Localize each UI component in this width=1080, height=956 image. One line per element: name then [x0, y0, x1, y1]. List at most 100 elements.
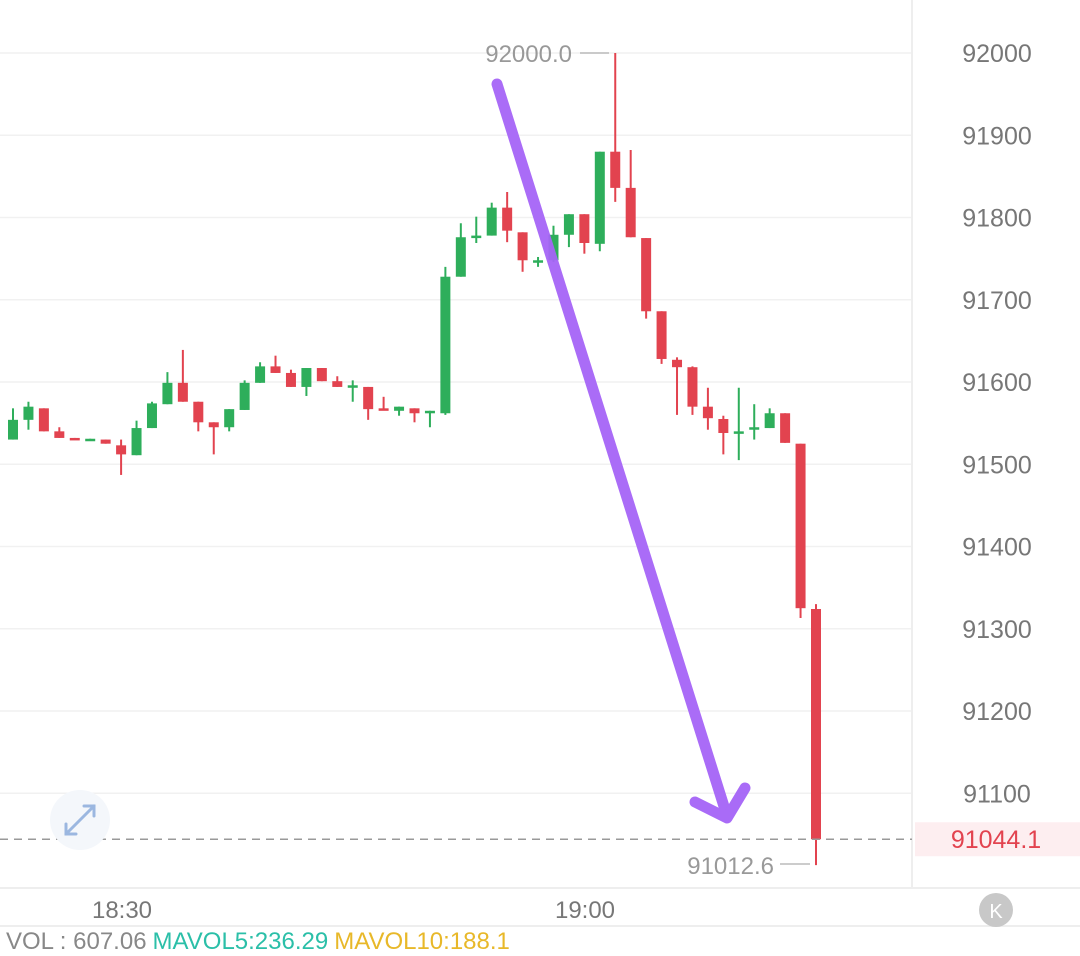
candle-body — [610, 151, 621, 188]
candle-body — [656, 311, 667, 359]
candle — [347, 380, 358, 402]
last-price-value: 91044.1 — [951, 826, 1041, 854]
candle — [131, 420, 142, 456]
volume-readout: VOL : 607.06 MAVOL5:236.29 MAVOL10:188.1 — [6, 928, 516, 956]
candle — [502, 192, 513, 243]
candle — [100, 439, 111, 444]
candle — [363, 386, 374, 420]
candle — [749, 404, 760, 440]
candle — [625, 150, 636, 238]
candle-body — [409, 408, 420, 414]
candle — [440, 266, 451, 415]
candle — [594, 151, 605, 252]
candle — [486, 202, 497, 236]
candle — [69, 437, 80, 441]
candle — [394, 406, 405, 416]
candle-body — [687, 367, 698, 407]
candle-body — [440, 276, 451, 414]
candle — [378, 396, 389, 411]
candle — [224, 409, 235, 432]
candle-body — [718, 419, 729, 433]
candle — [116, 439, 127, 475]
candle-body — [285, 372, 296, 387]
candle-body — [394, 406, 405, 411]
candle-body — [594, 151, 605, 244]
y-tick: 91800 — [962, 205, 1032, 233]
candle-body — [116, 445, 127, 455]
candle-body — [625, 187, 636, 238]
candle — [409, 408, 420, 423]
candle-body — [224, 409, 235, 428]
candle-body — [270, 366, 281, 373]
x-tick: 18:30 — [92, 897, 152, 924]
candle-body — [672, 359, 683, 368]
candle-body — [332, 381, 343, 387]
candle-body — [579, 214, 590, 243]
last-price-badge — [915, 822, 1080, 857]
candle-body — [795, 443, 806, 609]
expand-button[interactable] — [50, 790, 110, 850]
candle — [718, 415, 729, 455]
trend-arrow-annotation — [491, 78, 751, 824]
candle — [270, 355, 281, 373]
min-price-label: 91012.6 — [687, 853, 774, 880]
candle-body — [641, 238, 652, 312]
candle — [656, 311, 667, 364]
candle-body — [702, 406, 713, 419]
candle-body — [502, 207, 513, 231]
candle — [54, 427, 65, 438]
candle-body — [177, 382, 188, 402]
candle-body — [69, 437, 80, 441]
candle-body — [54, 431, 65, 438]
candle-body — [811, 609, 821, 840]
candle — [687, 366, 698, 415]
k-button[interactable]: K — [979, 893, 1013, 927]
candle — [733, 387, 744, 461]
candle — [85, 438, 96, 442]
candle-body — [8, 419, 18, 440]
y-tick: 91700 — [962, 287, 1032, 315]
candle-body — [378, 408, 389, 411]
candle — [563, 214, 574, 248]
y-tick: 92000 — [962, 40, 1032, 68]
mavol5-value: MAVOL5:236.29 — [152, 928, 329, 955]
candle — [517, 232, 528, 272]
candle — [455, 223, 466, 277]
candle — [471, 216, 482, 243]
candle-body — [455, 237, 466, 277]
candle-body — [347, 385, 358, 388]
candle-body — [486, 207, 497, 236]
candle-body — [208, 422, 219, 428]
candle-body — [85, 438, 96, 442]
k-button-label: K — [989, 901, 1003, 923]
candle — [672, 357, 683, 415]
candle-body — [749, 427, 760, 430]
candle-body — [301, 368, 312, 387]
candle-body — [146, 403, 157, 429]
y-tick: 91200 — [962, 698, 1032, 726]
candle-body — [239, 382, 250, 410]
candle — [780, 413, 791, 443]
candle — [316, 368, 327, 382]
candle — [795, 443, 806, 619]
y-tick: 91500 — [962, 451, 1032, 479]
candle-body — [471, 235, 482, 239]
candle — [579, 214, 590, 254]
candle — [610, 53, 621, 202]
candle — [239, 380, 250, 410]
candle-body — [100, 439, 111, 444]
candle-body — [780, 413, 791, 443]
candle-body — [316, 368, 327, 382]
candle — [811, 604, 821, 866]
x-tick: 19:00 — [555, 897, 615, 924]
candle — [285, 369, 296, 387]
expand-arrows-icon — [64, 804, 96, 836]
max-price-label: 92000.0 — [485, 41, 572, 68]
candle-body — [131, 428, 142, 456]
vol-value: VOL : 607.06 — [6, 928, 147, 955]
candle-body — [563, 214, 574, 235]
candle — [177, 349, 188, 402]
y-tick: 91600 — [962, 369, 1032, 397]
candle — [8, 408, 18, 440]
